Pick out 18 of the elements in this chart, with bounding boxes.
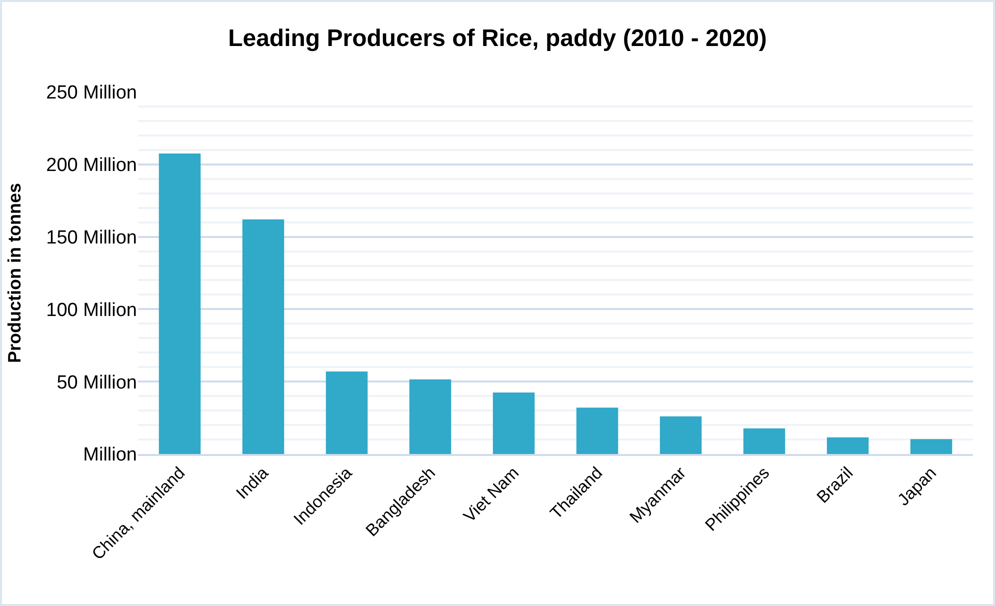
bar	[492, 392, 535, 454]
bar	[660, 416, 702, 454]
y-tick-label: 200 Million	[46, 155, 137, 176]
bar	[743, 428, 786, 454]
bar	[826, 437, 869, 454]
y-tick-label: 100 Million	[46, 300, 137, 321]
y-tick-label: Million	[83, 444, 137, 466]
bar	[158, 154, 201, 454]
bar	[242, 219, 284, 454]
bar	[409, 379, 452, 454]
y-tick-label: 50 Million	[56, 372, 137, 394]
y-tick-label: 250 Million	[46, 82, 137, 104]
chart-title: Leading Producers of Rice, paddy (2010 - 2020)	[228, 24, 767, 52]
bar	[910, 439, 952, 454]
y-axis-title: Production in tonnes	[4, 183, 24, 363]
y-tick-label: 150 Million	[46, 227, 137, 248]
bar	[326, 371, 368, 454]
bar	[576, 408, 618, 454]
